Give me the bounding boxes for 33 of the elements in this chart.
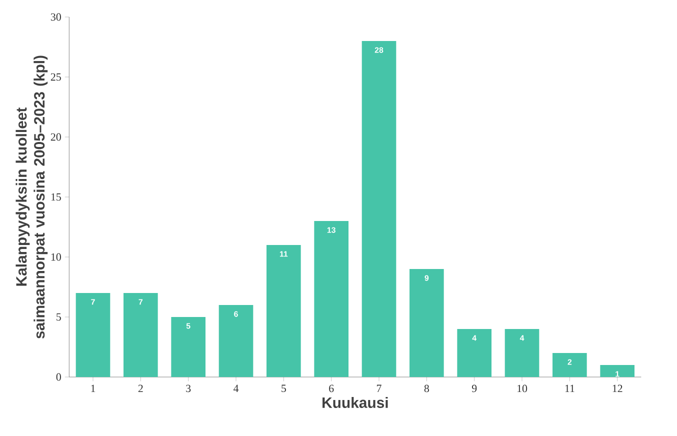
x-tick-label: 11 xyxy=(565,384,574,392)
bar xyxy=(266,245,301,377)
bar xyxy=(362,40,396,377)
x-tick-label: 5 xyxy=(282,384,286,392)
bar xyxy=(600,365,634,377)
y-tick-label: 5 xyxy=(56,313,61,321)
bar xyxy=(171,317,206,377)
x-tick-label: 3 xyxy=(186,384,191,392)
x-axis-title: Kuukausi xyxy=(322,397,388,408)
x-tick-label: 6 xyxy=(329,384,334,392)
y-axis-title: Kalanpyydyksiin kuolleet saimaannorpat vuosina 2005–2023 (kpl) xyxy=(16,56,48,338)
bar xyxy=(410,269,444,377)
y-tick-label: 0 xyxy=(56,373,61,381)
y-tick-label: 20 xyxy=(50,133,61,141)
bar xyxy=(218,305,254,377)
x-tick-label: 8 xyxy=(424,384,429,392)
x-tick-label: 10 xyxy=(517,384,528,392)
bar xyxy=(314,221,348,377)
x-tick-label: 1 xyxy=(91,384,96,392)
x-tick-label: 2 xyxy=(138,384,143,392)
y-tick-label: 30 xyxy=(50,13,61,21)
bar xyxy=(552,353,587,377)
y-tick-label: 15 xyxy=(51,193,61,201)
bar xyxy=(76,293,110,377)
bar xyxy=(457,329,492,377)
x-tick-label: 12 xyxy=(612,384,622,392)
x-tick-label: 9 xyxy=(472,384,477,392)
y-tick-label: 10 xyxy=(51,253,61,261)
bar xyxy=(504,329,540,377)
x-tick-label: 4 xyxy=(233,384,239,392)
x-tick-label: 7 xyxy=(376,384,382,392)
y-tick-label: 25 xyxy=(50,73,61,81)
bar xyxy=(124,293,158,377)
